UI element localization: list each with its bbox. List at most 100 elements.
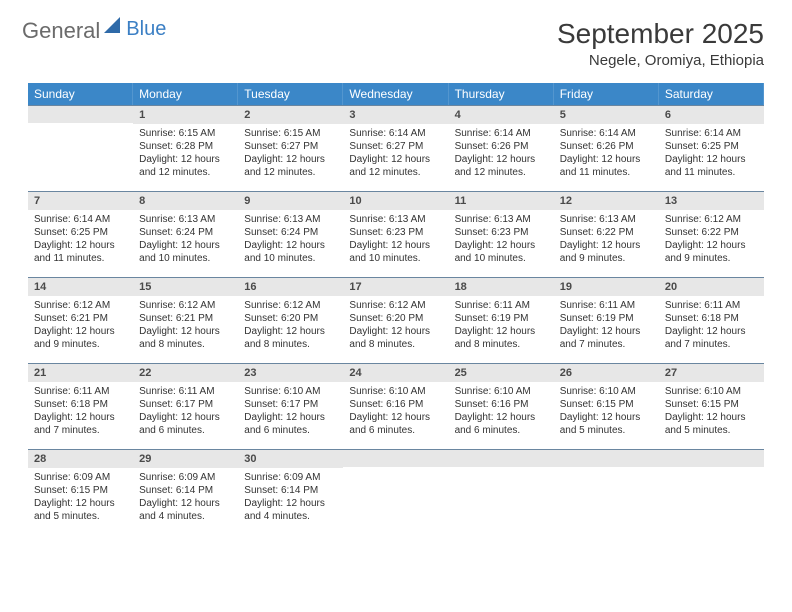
day-number: 27 bbox=[659, 363, 764, 382]
daylight-text: Daylight: 12 hours and 9 minutes. bbox=[34, 325, 127, 351]
day-cell: 24Sunrise: 6:10 AMSunset: 6:16 PMDayligh… bbox=[343, 363, 448, 449]
day-body: Sunrise: 6:09 AMSunset: 6:14 PMDaylight:… bbox=[238, 468, 343, 529]
day-cell: 2Sunrise: 6:15 AMSunset: 6:27 PMDaylight… bbox=[238, 105, 343, 191]
sunrise-text: Sunrise: 6:13 AM bbox=[244, 213, 337, 226]
day-body: Sunrise: 6:14 AMSunset: 6:27 PMDaylight:… bbox=[343, 124, 448, 185]
daylight-text: Daylight: 12 hours and 12 minutes. bbox=[349, 153, 442, 179]
sunrise-text: Sunrise: 6:09 AM bbox=[244, 471, 337, 484]
sunrise-text: Sunrise: 6:14 AM bbox=[455, 127, 548, 140]
weekday-header: Monday bbox=[133, 83, 238, 105]
day-cell: 20Sunrise: 6:11 AMSunset: 6:18 PMDayligh… bbox=[659, 277, 764, 363]
empty-day-cell bbox=[28, 105, 133, 191]
sunset-text: Sunset: 6:16 PM bbox=[455, 398, 548, 411]
logo-text-general: General bbox=[22, 18, 100, 44]
day-body: Sunrise: 6:11 AMSunset: 6:17 PMDaylight:… bbox=[133, 382, 238, 443]
day-cell: 6Sunrise: 6:14 AMSunset: 6:25 PMDaylight… bbox=[659, 105, 764, 191]
day-cell: 4Sunrise: 6:14 AMSunset: 6:26 PMDaylight… bbox=[449, 105, 554, 191]
sunset-text: Sunset: 6:16 PM bbox=[349, 398, 442, 411]
sunrise-text: Sunrise: 6:10 AM bbox=[349, 385, 442, 398]
sunset-text: Sunset: 6:23 PM bbox=[349, 226, 442, 239]
day-cell: 13Sunrise: 6:12 AMSunset: 6:22 PMDayligh… bbox=[659, 191, 764, 277]
day-cell: 9Sunrise: 6:13 AMSunset: 6:24 PMDaylight… bbox=[238, 191, 343, 277]
daylight-text: Daylight: 12 hours and 5 minutes. bbox=[560, 411, 653, 437]
empty-day-cell bbox=[554, 449, 659, 535]
sunset-text: Sunset: 6:21 PM bbox=[34, 312, 127, 325]
day-number: 25 bbox=[449, 363, 554, 382]
sunset-text: Sunset: 6:21 PM bbox=[139, 312, 232, 325]
sunset-text: Sunset: 6:18 PM bbox=[34, 398, 127, 411]
day-body: Sunrise: 6:13 AMSunset: 6:23 PMDaylight:… bbox=[343, 210, 448, 271]
sunrise-text: Sunrise: 6:14 AM bbox=[665, 127, 758, 140]
day-body: Sunrise: 6:09 AMSunset: 6:15 PMDaylight:… bbox=[28, 468, 133, 529]
day-cell: 29Sunrise: 6:09 AMSunset: 6:14 PMDayligh… bbox=[133, 449, 238, 535]
sunrise-text: Sunrise: 6:11 AM bbox=[665, 299, 758, 312]
day-number: 1 bbox=[133, 105, 238, 124]
empty-day-cell bbox=[343, 449, 448, 535]
daylight-text: Daylight: 12 hours and 5 minutes. bbox=[665, 411, 758, 437]
daylight-text: Daylight: 12 hours and 12 minutes. bbox=[139, 153, 232, 179]
week-row: 14Sunrise: 6:12 AMSunset: 6:21 PMDayligh… bbox=[28, 277, 764, 363]
day-number: 14 bbox=[28, 277, 133, 296]
sunset-text: Sunset: 6:25 PM bbox=[34, 226, 127, 239]
day-number: 11 bbox=[449, 191, 554, 210]
title-block: September 2025 Negele, Oromiya, Ethiopia bbox=[557, 18, 764, 69]
day-cell: 3Sunrise: 6:14 AMSunset: 6:27 PMDaylight… bbox=[343, 105, 448, 191]
sunrise-text: Sunrise: 6:11 AM bbox=[34, 385, 127, 398]
sunset-text: Sunset: 6:27 PM bbox=[244, 140, 337, 153]
sunset-text: Sunset: 6:22 PM bbox=[665, 226, 758, 239]
day-body: Sunrise: 6:10 AMSunset: 6:15 PMDaylight:… bbox=[554, 382, 659, 443]
sunset-text: Sunset: 6:20 PM bbox=[244, 312, 337, 325]
day-number: 18 bbox=[449, 277, 554, 296]
sunrise-text: Sunrise: 6:11 AM bbox=[455, 299, 548, 312]
sunset-text: Sunset: 6:27 PM bbox=[349, 140, 442, 153]
sail-icon bbox=[102, 15, 124, 40]
month-title: September 2025 bbox=[557, 18, 764, 50]
daylight-text: Daylight: 12 hours and 6 minutes. bbox=[244, 411, 337, 437]
day-cell: 11Sunrise: 6:13 AMSunset: 6:23 PMDayligh… bbox=[449, 191, 554, 277]
daylight-text: Daylight: 12 hours and 11 minutes. bbox=[34, 239, 127, 265]
sunset-text: Sunset: 6:23 PM bbox=[455, 226, 548, 239]
day-body: Sunrise: 6:12 AMSunset: 6:21 PMDaylight:… bbox=[133, 296, 238, 357]
daylight-text: Daylight: 12 hours and 8 minutes. bbox=[349, 325, 442, 351]
sunset-text: Sunset: 6:15 PM bbox=[665, 398, 758, 411]
day-cell: 12Sunrise: 6:13 AMSunset: 6:22 PMDayligh… bbox=[554, 191, 659, 277]
sunrise-text: Sunrise: 6:10 AM bbox=[560, 385, 653, 398]
day-cell: 5Sunrise: 6:14 AMSunset: 6:26 PMDaylight… bbox=[554, 105, 659, 191]
sunset-text: Sunset: 6:22 PM bbox=[560, 226, 653, 239]
day-number: 20 bbox=[659, 277, 764, 296]
day-body: Sunrise: 6:13 AMSunset: 6:24 PMDaylight:… bbox=[133, 210, 238, 271]
sunrise-text: Sunrise: 6:11 AM bbox=[139, 385, 232, 398]
daylight-text: Daylight: 12 hours and 8 minutes. bbox=[139, 325, 232, 351]
day-body: Sunrise: 6:11 AMSunset: 6:19 PMDaylight:… bbox=[554, 296, 659, 357]
week-row: 28Sunrise: 6:09 AMSunset: 6:15 PMDayligh… bbox=[28, 449, 764, 535]
day-body: Sunrise: 6:14 AMSunset: 6:25 PMDaylight:… bbox=[659, 124, 764, 185]
sunset-text: Sunset: 6:17 PM bbox=[139, 398, 232, 411]
day-number: 24 bbox=[343, 363, 448, 382]
sunset-text: Sunset: 6:28 PM bbox=[139, 140, 232, 153]
sunset-text: Sunset: 6:19 PM bbox=[455, 312, 548, 325]
day-number: 16 bbox=[238, 277, 343, 296]
empty-day-cell bbox=[659, 449, 764, 535]
day-cell: 14Sunrise: 6:12 AMSunset: 6:21 PMDayligh… bbox=[28, 277, 133, 363]
daylight-text: Daylight: 12 hours and 11 minutes. bbox=[665, 153, 758, 179]
day-body: Sunrise: 6:15 AMSunset: 6:28 PMDaylight:… bbox=[133, 124, 238, 185]
sunset-text: Sunset: 6:20 PM bbox=[349, 312, 442, 325]
day-number: 29 bbox=[133, 449, 238, 468]
daylight-text: Daylight: 12 hours and 4 minutes. bbox=[244, 497, 337, 523]
day-body: Sunrise: 6:12 AMSunset: 6:20 PMDaylight:… bbox=[343, 296, 448, 357]
day-number: 12 bbox=[554, 191, 659, 210]
day-body: Sunrise: 6:09 AMSunset: 6:14 PMDaylight:… bbox=[133, 468, 238, 529]
sunset-text: Sunset: 6:15 PM bbox=[34, 484, 127, 497]
sunrise-text: Sunrise: 6:13 AM bbox=[560, 213, 653, 226]
weekday-header-row: Sunday Monday Tuesday Wednesday Thursday… bbox=[28, 83, 764, 105]
day-number: 23 bbox=[238, 363, 343, 382]
daylight-text: Daylight: 12 hours and 7 minutes. bbox=[560, 325, 653, 351]
sunrise-text: Sunrise: 6:13 AM bbox=[139, 213, 232, 226]
day-number: 5 bbox=[554, 105, 659, 124]
day-number: 3 bbox=[343, 105, 448, 124]
sunrise-text: Sunrise: 6:09 AM bbox=[139, 471, 232, 484]
day-body: Sunrise: 6:11 AMSunset: 6:18 PMDaylight:… bbox=[28, 382, 133, 443]
day-number: 13 bbox=[659, 191, 764, 210]
day-cell: 27Sunrise: 6:10 AMSunset: 6:15 PMDayligh… bbox=[659, 363, 764, 449]
day-number: 26 bbox=[554, 363, 659, 382]
